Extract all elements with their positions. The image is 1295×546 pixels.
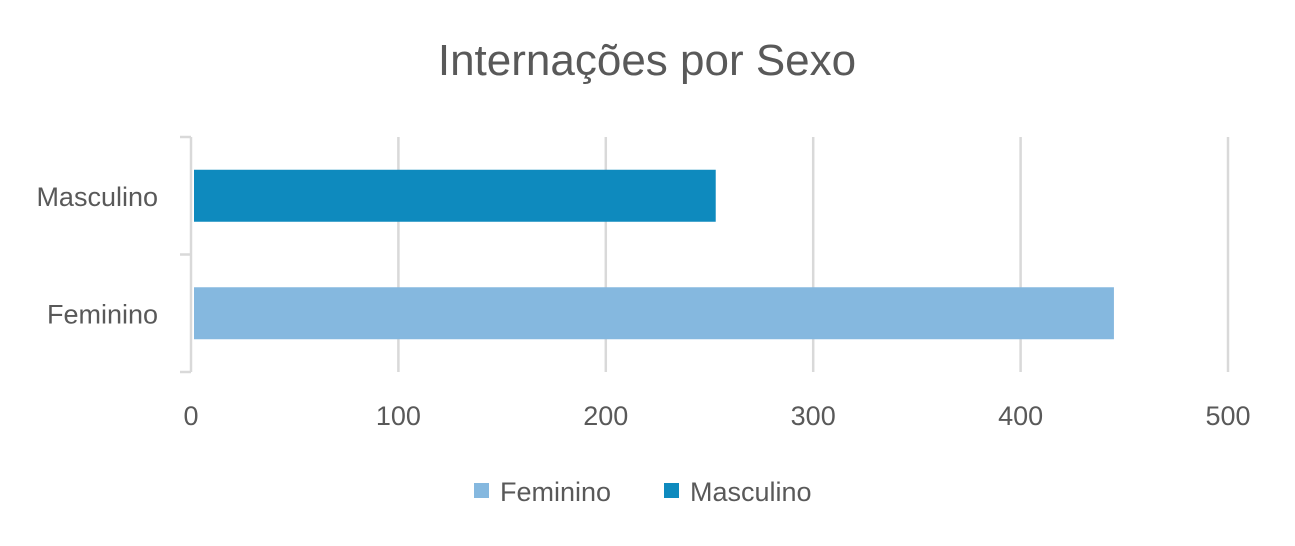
legend-label-masculino: Masculino xyxy=(690,477,812,507)
legend-swatch-masculino xyxy=(664,483,679,498)
legend: Feminino Masculino xyxy=(474,477,812,507)
value-axis-tick-labels: 0 100 200 300 400 500 xyxy=(183,401,1250,431)
x-tick-label-400: 400 xyxy=(998,401,1043,431)
bar-masculino xyxy=(194,169,716,222)
chart-title: Internações por Sexo xyxy=(438,36,856,85)
bar-feminino xyxy=(194,287,1114,340)
x-tick-label-200: 200 xyxy=(583,401,628,431)
category-label-feminino: Feminino xyxy=(47,299,158,329)
x-tick-label-100: 100 xyxy=(376,401,421,431)
bars xyxy=(194,169,1114,340)
category-label-masculino: Masculino xyxy=(36,182,158,212)
x-tick-label-0: 0 xyxy=(183,401,198,431)
category-axis xyxy=(180,135,193,374)
legend-label-feminino: Feminino xyxy=(500,477,611,507)
x-tick-label-500: 500 xyxy=(1205,401,1250,431)
x-tick-label-300: 300 xyxy=(791,401,836,431)
category-labels: Feminino Masculino xyxy=(36,182,158,330)
legend-swatch-feminino xyxy=(474,483,489,498)
